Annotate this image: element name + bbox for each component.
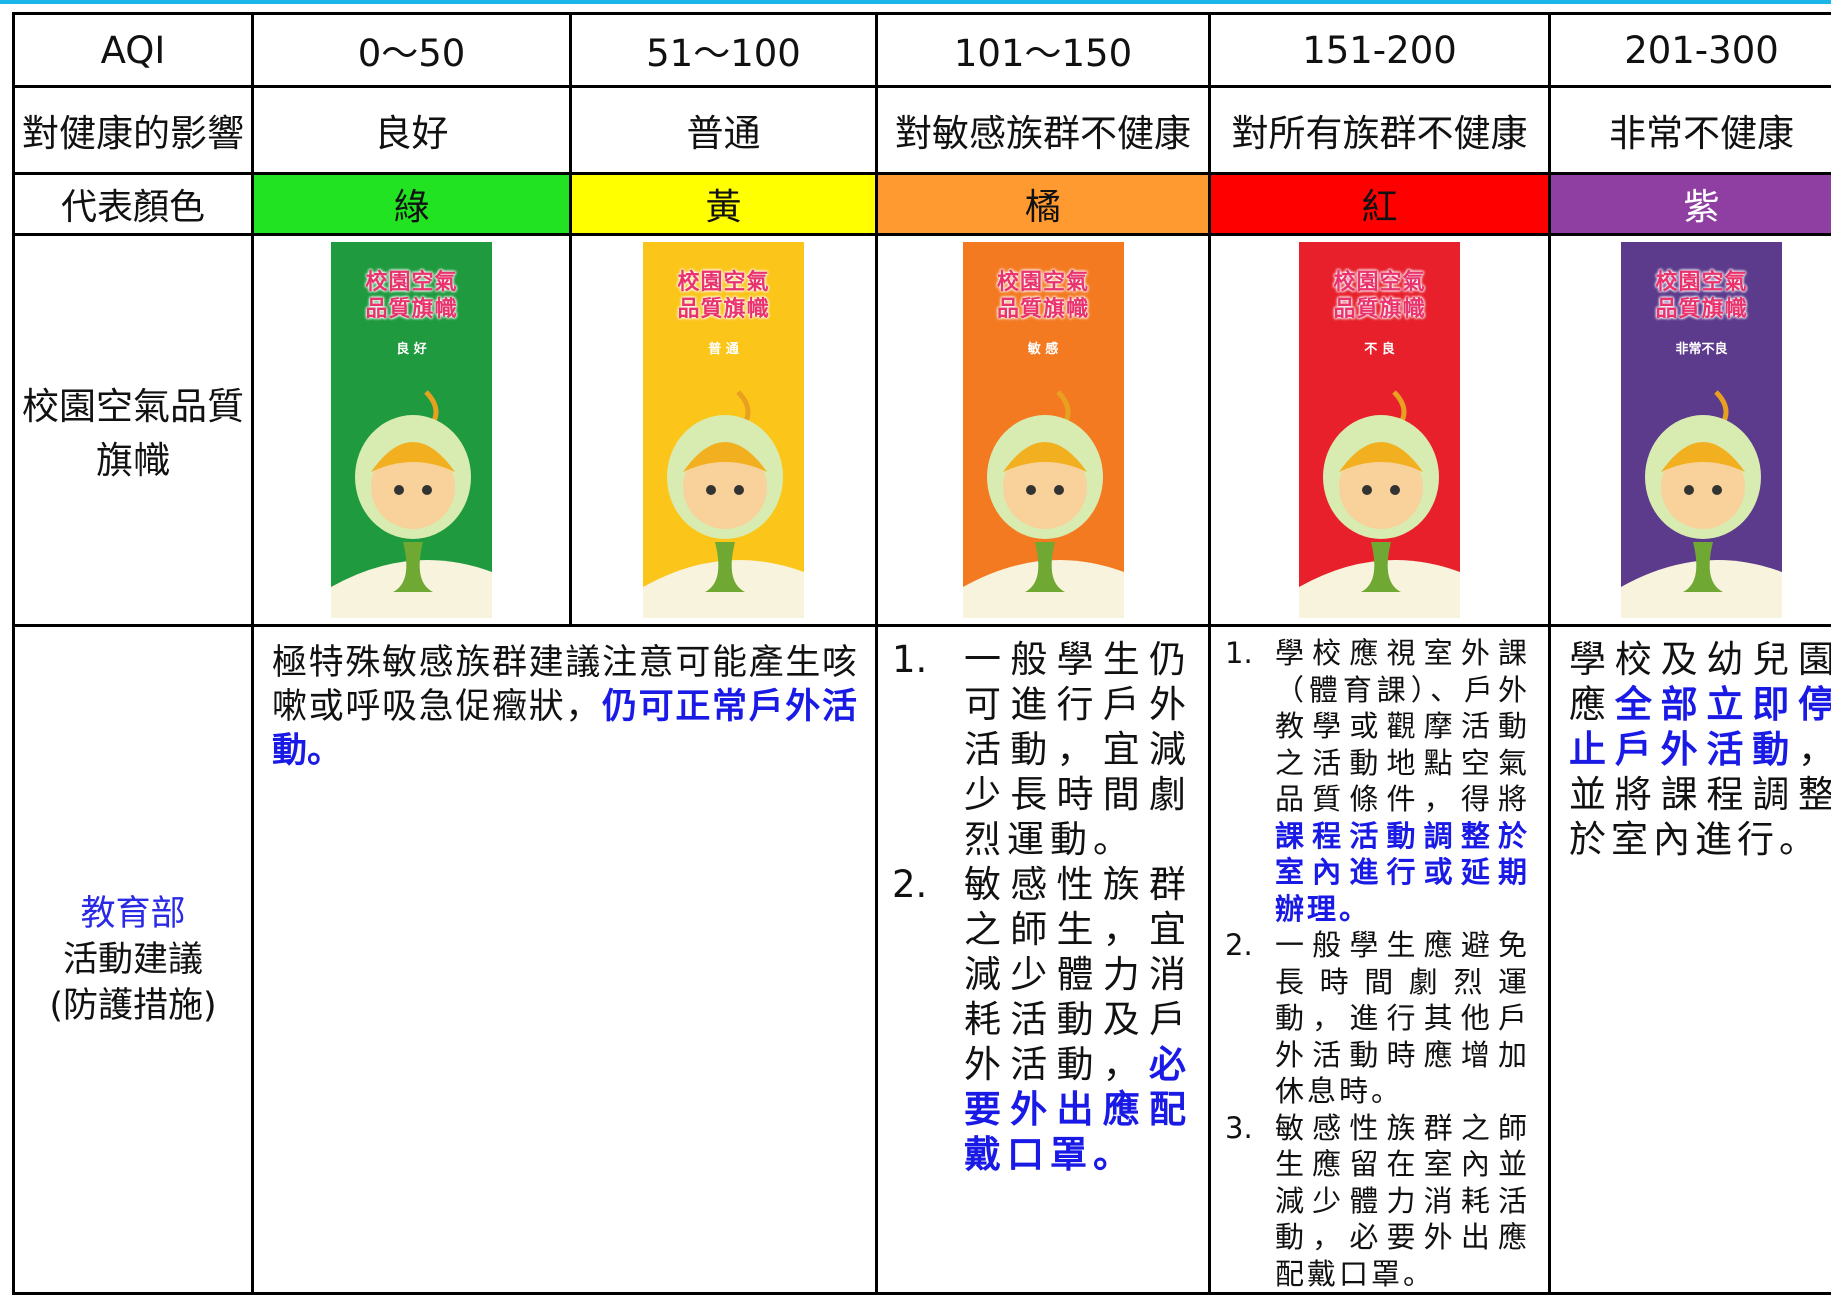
activity-item: 2.一般學生應避免長時間劇烈運動，進行其他戶外活動時應增加休息時。 xyxy=(1225,927,1530,1110)
flag-title: 品質旗幟 xyxy=(1621,291,1782,323)
header-cell: 0～50 xyxy=(253,14,571,87)
header-cell: 51～100 xyxy=(571,14,877,87)
color-cell: 黃 xyxy=(571,174,877,235)
flag-level: 普 通 xyxy=(643,338,804,357)
color-cell: 紫 xyxy=(1550,174,1831,235)
activity-item: 1.一般學生仍可進行戶外活動，宜減少長時間劇烈運動。 xyxy=(892,637,1192,862)
activity-item: 3.敏感性族群之師生應留在室內並減少體力消耗活動，必要外出應配戴口罩。 xyxy=(1225,1110,1530,1293)
health-cell: 非常不健康 xyxy=(1550,87,1831,174)
text-run: 敏感性族群之師生應留在室內並減少體力消耗活動，必要外出應配戴口罩。 xyxy=(1275,1111,1530,1291)
activity-cell: 極特殊敏感族群建議注意可能產生咳嗽或呼吸急促癥狀，仍可正常戶外活動。 xyxy=(253,626,877,1294)
activity-item: 2.敏感性族群之師生，宜減少體力消耗活動及戶外活動，必要外出應配戴口罩。 xyxy=(892,862,1192,1177)
text-run: 課程活動調整於室內進行或延期辦理。 xyxy=(1275,819,1530,926)
activity-item: 學校及幼兒園應全部立即停止戶外活動，並將課程調整於室內進行。 xyxy=(1569,637,1831,862)
item-text: 敏感性族群之師生，宜減少體力消耗活動及戶外活動，必要外出應配戴口罩。 xyxy=(964,862,1192,1177)
flag-row: 校園空氣品質旗幟校園空氣品質旗幟良 好校園空氣品質旗幟普 通校園空氣品質旗幟敏 … xyxy=(14,235,1831,626)
flag: 校園空氣品質旗幟普 通 xyxy=(643,242,804,618)
item-text: 敏感性族群之師生應留在室內並減少體力消耗活動，必要外出應配戴口罩。 xyxy=(1275,1110,1530,1293)
header-cell: 151-200 xyxy=(1210,14,1550,87)
flag-level: 非常不良 xyxy=(1621,338,1782,357)
activity-item: 極特殊敏感族群建議注意可能產生咳嗽或呼吸急促癥狀，仍可正常戶外活動。 xyxy=(272,641,857,773)
item-marker: 2. xyxy=(1225,927,1275,1110)
item-text: 一般學生應避免長時間劇烈運動，進行其他戶外活動時應增加休息時。 xyxy=(1275,927,1530,1110)
health-cell: 良好 xyxy=(253,87,571,174)
text-run: 學校應視室外課（體育課）、戶外教學或觀摩活動之活動地點空氣品質條件，得將 xyxy=(1275,636,1530,816)
flag-cell: 校園空氣品質旗幟不 良 xyxy=(1210,235,1550,626)
item-text: 學校應視室外課（體育課）、戶外教學或觀摩活動之活動地點空氣品質條件，得將課程活動… xyxy=(1275,635,1530,927)
flag-cell: 校園空氣品質旗幟敏 感 xyxy=(877,235,1210,626)
activity-cell: 1.學校應視室外課（體育課）、戶外教學或觀摩活動之活動地點空氣品質條件，得將課程… xyxy=(1210,626,1550,1294)
health-cell: 對敏感族群不健康 xyxy=(877,87,1210,174)
activity-cell: 學校及幼兒園應全部立即停止戶外活動，並將課程調整於室內進行。 xyxy=(1550,626,1831,1294)
flag-cell: 校園空氣品質旗幟非常不良 xyxy=(1550,235,1831,626)
color-cell: 綠 xyxy=(253,174,571,235)
item-text: 極特殊敏感族群建議注意可能產生咳嗽或呼吸急促癥狀，仍可正常戶外活動。 xyxy=(272,641,857,773)
top-accent xyxy=(0,0,1831,4)
health-cell: 對所有族群不健康 xyxy=(1210,87,1550,174)
health-cell: 對健康的影響 xyxy=(14,87,253,174)
flag: 校園空氣品質旗幟不 良 xyxy=(1299,242,1460,618)
activity-item: 1.學校應視室外課（體育課）、戶外教學或觀摩活動之活動地點空氣品質條件，得將課程… xyxy=(1225,635,1530,927)
item-marker: 1. xyxy=(892,637,964,862)
flag-cell: 校園空氣品質旗幟普 通 xyxy=(571,235,877,626)
item-marker: 3. xyxy=(1225,1110,1275,1293)
label-line: 活動建議 xyxy=(15,937,251,983)
activity-cell: 1.一般學生仍可進行戶外活動，宜減少長時間劇烈運動。2.敏感性族群之師生，宜減少… xyxy=(877,626,1210,1294)
header-cell: AQI xyxy=(14,14,253,87)
color-cell: 紅 xyxy=(1210,174,1550,235)
flag-level: 不 良 xyxy=(1299,338,1460,357)
item-marker: 2. xyxy=(892,862,964,1177)
flag-level: 良 好 xyxy=(331,338,492,357)
item-text: 學校及幼兒園應全部立即停止戶外活動，並將課程調整於室內進行。 xyxy=(1569,637,1831,862)
header-cell: 201-300 xyxy=(1550,14,1831,87)
label-line: (防護措施) xyxy=(15,983,251,1029)
label-line: 教育部 xyxy=(15,891,251,937)
activity-row: 教育部活動建議(防護措施)極特殊敏感族群建議注意可能產生咳嗽或呼吸急促癥狀，仍可… xyxy=(14,626,1831,1294)
flag-level: 敏 感 xyxy=(963,338,1124,357)
flag-title: 品質旗幟 xyxy=(643,291,804,323)
health-row: 對健康的影響良好普通對敏感族群不健康對所有族群不健康非常不健康 xyxy=(14,87,1831,174)
item-marker: 1. xyxy=(1225,635,1275,927)
flag-title: 品質旗幟 xyxy=(1299,291,1460,323)
item-text: 一般學生仍可進行戶外活動，宜減少長時間劇烈運動。 xyxy=(964,637,1192,862)
text-run: 一般學生應避免長時間劇烈運動，進行其他戶外活動時應增加休息時。 xyxy=(1275,928,1530,1108)
row-label: 代表顏色 xyxy=(14,174,253,235)
header-cell: 101～150 xyxy=(877,14,1210,87)
color-row: 代表顏色綠黃橘紅紫 xyxy=(14,174,1831,235)
row-label: 教育部活動建議(防護措施) xyxy=(14,626,253,1294)
text-run: 一般學生仍可進行戶外活動，宜減少長時間劇烈運動。 xyxy=(964,638,1192,861)
flag-title: 品質旗幟 xyxy=(963,291,1124,323)
color-cell: 橘 xyxy=(877,174,1210,235)
flag-cell: 校園空氣品質旗幟良 好 xyxy=(253,235,571,626)
row-label: 校園空氣品質旗幟 xyxy=(14,235,253,626)
flag: 校園空氣品質旗幟敏 感 xyxy=(963,242,1124,618)
flag-title: 品質旗幟 xyxy=(331,291,492,323)
flag: 校園空氣品質旗幟良 好 xyxy=(331,242,492,618)
flag: 校園空氣品質旗幟非常不良 xyxy=(1621,242,1782,618)
health-cell: 普通 xyxy=(571,87,877,174)
